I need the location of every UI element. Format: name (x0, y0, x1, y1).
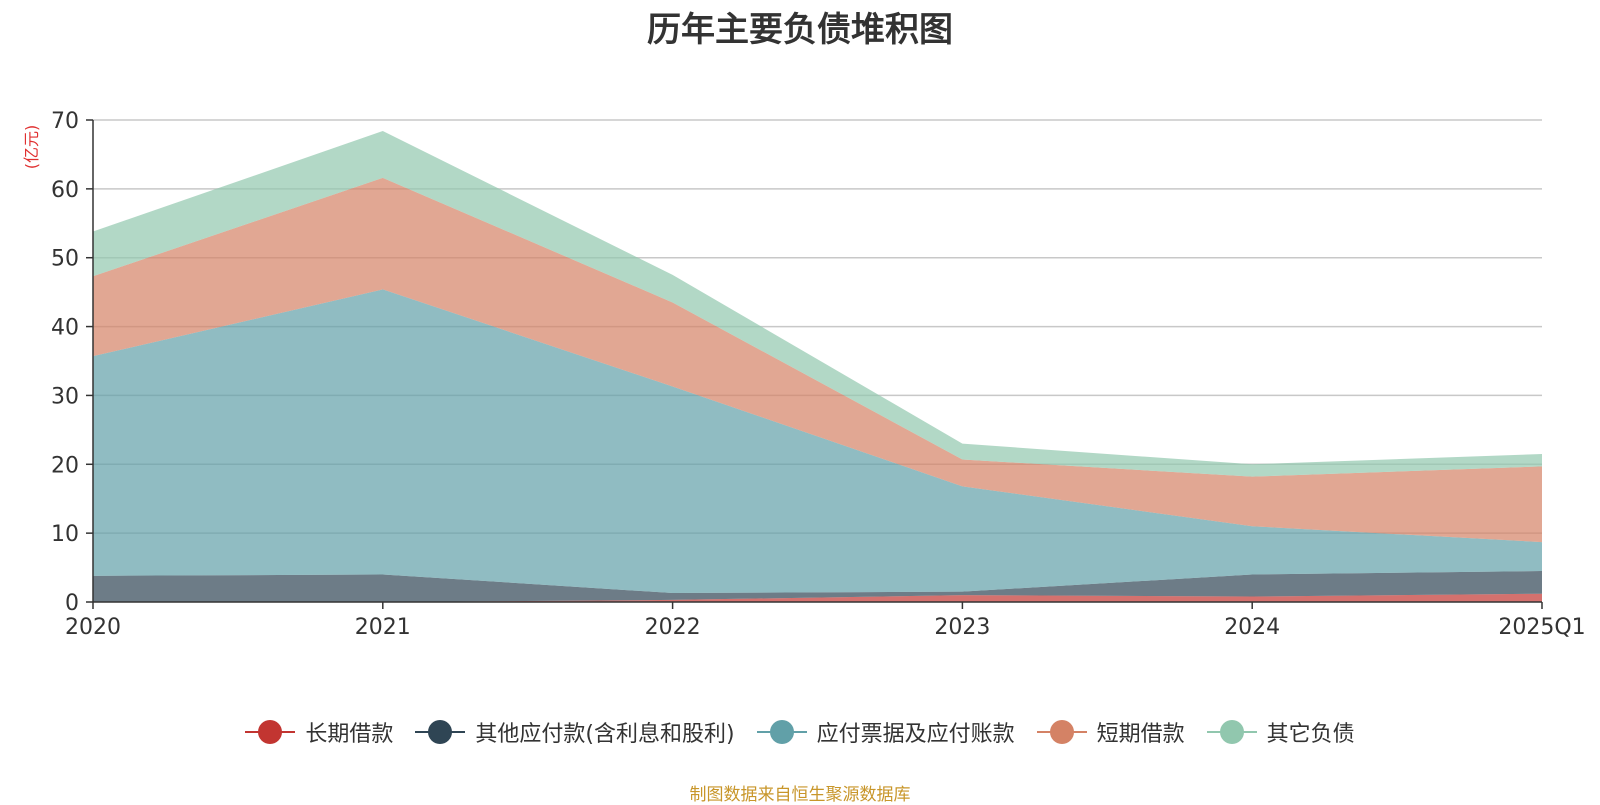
y-tick-label: 10 (51, 522, 79, 547)
chart-title: 历年主要负债堆积图 (647, 10, 953, 50)
area-series-1 (93, 593, 1542, 602)
source-note: 制图数据来自恒生聚源数据库 (689, 785, 911, 805)
y-tick-label: 40 (51, 316, 79, 341)
legend-item-1[interactable]: 长期借款 (245, 716, 393, 748)
legend-label: 长期借款 (305, 722, 394, 747)
y-tick-label: 50 (51, 247, 79, 272)
legend-item-5[interactable]: 其它负债 (1206, 716, 1355, 748)
y-tick-label: 30 (51, 384, 79, 409)
x-tick-label: 2024 (1224, 615, 1280, 640)
area-series-layer (93, 131, 1542, 602)
x-tick-label: 2022 (645, 615, 701, 640)
x-tick-label: 2020 (65, 615, 121, 640)
y-axis-label: (亿元) (22, 125, 41, 170)
y-tick-label: 0 (65, 591, 79, 616)
legend-label: 应付票据及应付账款 (816, 722, 1015, 747)
area-series-3 (93, 289, 1542, 594)
legend-marker-icon (415, 720, 466, 744)
area-series-2 (93, 571, 1542, 602)
chart-legend: 长期借款 其他应付款(含利息和股利) 应付票据及应付账款 短期借款 其它负债 (0, 716, 1600, 748)
y-tick-label: 20 (51, 453, 79, 478)
legend-marker-icon (245, 720, 296, 744)
x-tick-label: 2025Q1 (1498, 615, 1585, 640)
legend-label: 其它负债 (1266, 722, 1355, 747)
legend-marker-icon (756, 720, 807, 744)
legend-item-4[interactable]: 短期借款 (1036, 716, 1185, 748)
legend-item-3[interactable]: 应付票据及应付账款 (756, 716, 1015, 748)
y-tick-label: 60 (51, 178, 79, 203)
legend-item-2[interactable]: 其他应付款(含利息和股利) (415, 716, 735, 748)
legend-label: 其他应付款(含利息和股利) (475, 722, 735, 747)
legend-marker-icon (1036, 720, 1087, 744)
x-tick-label: 2021 (355, 615, 411, 640)
y-tick-label: 70 (51, 109, 79, 134)
area-series-4 (93, 177, 1542, 543)
legend-label: 短期借款 (1096, 722, 1185, 747)
axes: 0 10 20 30 40 50 60 70 2020 2021 2022 2023 2024 2025Q… (51, 109, 1586, 640)
x-tick-label: 2023 (934, 615, 990, 640)
legend-marker-icon (1206, 720, 1257, 744)
